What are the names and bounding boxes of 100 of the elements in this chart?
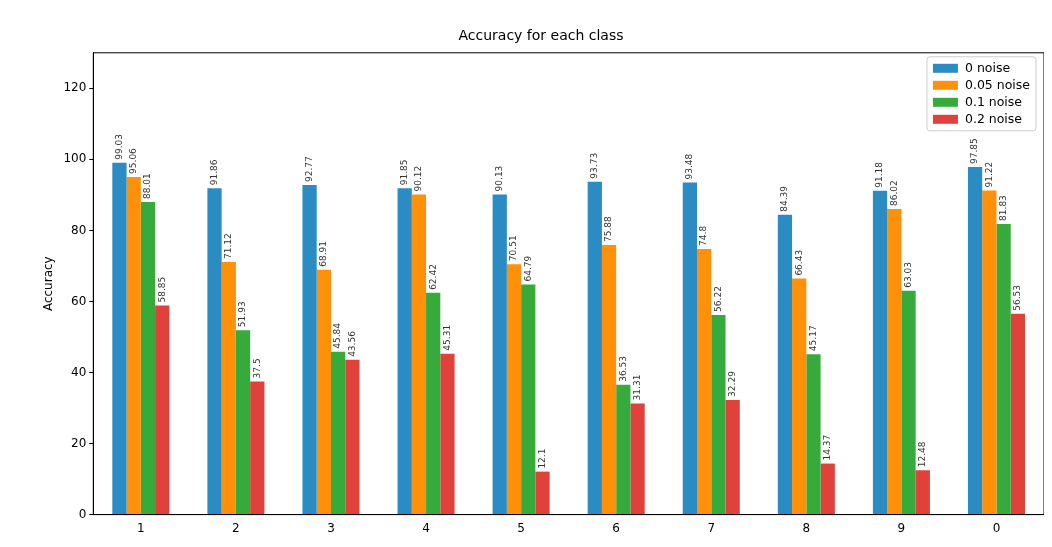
- bar: [601, 245, 617, 515]
- bar: [126, 176, 141, 515]
- data-label: 74.8: [698, 225, 709, 246]
- x-tick-label: 5: [517, 520, 525, 535]
- bar: [1010, 313, 1025, 515]
- data-label: 93.73: [589, 152, 600, 179]
- data-label: 45.84: [332, 322, 343, 349]
- data-label: 71.12: [223, 233, 234, 259]
- bar: [915, 470, 930, 515]
- y-tick-label: 0: [78, 506, 87, 521]
- data-label: 51.93: [237, 301, 248, 328]
- y-tick-label: 80: [71, 222, 87, 237]
- data-label: 91.18: [874, 161, 885, 188]
- bar: [506, 264, 522, 515]
- bar: [316, 269, 331, 515]
- data-label: 95.06: [128, 147, 139, 174]
- y-tick-label: 40: [71, 364, 87, 379]
- bar: [806, 354, 821, 515]
- data-label: 62.42: [427, 264, 438, 290]
- bar: [250, 381, 265, 515]
- data-label: 12.1: [536, 448, 547, 469]
- data-label: 63.03: [902, 261, 913, 288]
- data-label: 92.77: [303, 156, 314, 183]
- legend-label: 0.1 noise: [964, 94, 1023, 110]
- bar: [521, 284, 536, 515]
- legend-label: 0.05 noise: [964, 77, 1031, 93]
- bar: [345, 359, 360, 515]
- data-label: 81.83: [997, 195, 1008, 221]
- data-label: 45.31: [441, 324, 452, 351]
- bar: [682, 182, 697, 515]
- data-label: 86.02: [888, 180, 899, 207]
- x-tick-label: 8: [802, 520, 811, 535]
- data-label: 99.03: [113, 134, 124, 160]
- bar: [792, 278, 807, 515]
- data-label: 66.43: [793, 249, 804, 276]
- legend-label: 0.2 noise: [964, 111, 1023, 127]
- x-tick-label: 0: [992, 520, 1001, 535]
- data-label: 12.48: [917, 441, 928, 468]
- x-tick-label: 3: [327, 520, 335, 535]
- data-label: 91.85: [399, 159, 409, 186]
- bar: [535, 471, 550, 515]
- bar: [820, 463, 835, 515]
- data-label: 45.17: [807, 325, 818, 352]
- x-tick-label: 1: [137, 520, 145, 535]
- bar: [140, 201, 156, 515]
- bar: [711, 314, 726, 515]
- bar: [207, 188, 222, 515]
- data-label: 93.48: [684, 153, 695, 180]
- data-label: 88.01: [142, 173, 153, 199]
- y-axis-title: Accuracy: [41, 256, 56, 312]
- bar: [221, 261, 236, 515]
- bar: [887, 209, 902, 515]
- data-label: 90.12: [413, 165, 424, 192]
- data-label: 36.53: [617, 356, 628, 382]
- x-tick-label: 6: [612, 520, 621, 535]
- bar: [330, 351, 346, 515]
- bar: [725, 399, 740, 515]
- y-tick-label: 100: [63, 151, 87, 166]
- bar: [235, 330, 251, 515]
- bar: [411, 194, 427, 515]
- bar: [426, 292, 441, 515]
- data-label: 14.37: [822, 434, 833, 461]
- bar: [901, 290, 916, 515]
- bar: [872, 190, 888, 515]
- data-label: 64.79: [522, 255, 533, 282]
- bar: [112, 162, 127, 515]
- data-label: 37.5: [251, 358, 262, 379]
- bar: [440, 353, 455, 515]
- y-tick-label: 120: [63, 80, 87, 95]
- data-label: 56.22: [712, 286, 723, 312]
- x-tick-label: 4: [422, 520, 430, 535]
- data-label: 84.39: [779, 185, 790, 212]
- data-label: 32.29: [726, 370, 737, 397]
- y-tick-label: 60: [71, 293, 87, 308]
- x-tick-label: 7: [707, 520, 716, 535]
- legend-label: 0 noise: [964, 60, 1011, 76]
- bar: [155, 305, 170, 515]
- data-label: 91.86: [208, 159, 219, 186]
- chart-title: Accuracy for each class: [458, 27, 624, 44]
- bar: [967, 167, 983, 515]
- x-tick-label: 2: [232, 520, 240, 535]
- data-label: 56.53: [1012, 285, 1023, 311]
- bar: [996, 223, 1011, 515]
- data-label: 90.13: [494, 165, 505, 192]
- data-label: 58.85: [156, 276, 167, 303]
- data-label: 70.51: [508, 235, 519, 262]
- data-label: 68.91: [318, 241, 329, 267]
- data-label: 97.85: [969, 138, 980, 165]
- bar: [587, 181, 602, 515]
- y-tick-label: 20: [71, 435, 87, 450]
- data-label: 91.22: [983, 161, 994, 188]
- x-tick-label: 9: [897, 520, 906, 535]
- bar: [616, 384, 631, 515]
- data-label: 75.88: [603, 216, 614, 243]
- bar: [982, 190, 997, 515]
- bar: [630, 403, 645, 515]
- data-label: 43.56: [346, 330, 357, 357]
- bar: [777, 214, 793, 515]
- bar: [397, 188, 412, 515]
- bar: [697, 248, 712, 515]
